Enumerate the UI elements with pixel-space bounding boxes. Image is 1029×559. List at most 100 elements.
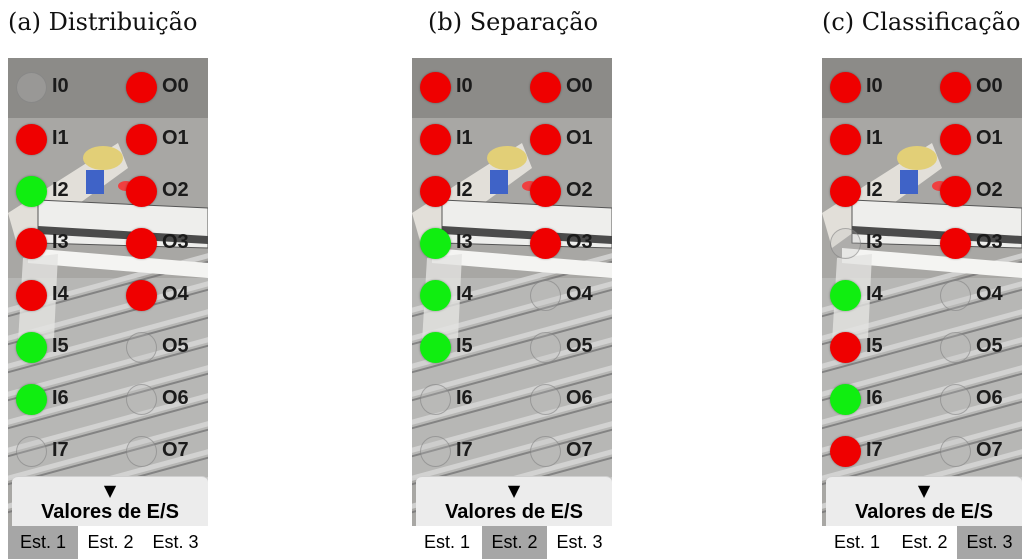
led-indicator-icon <box>940 436 971 467</box>
io-panel-distribuicao: I0 O0 I1 O1 I2 O2 I3 O3 I4 O4 I5 O5 I6 O6 I7 O7 ▼ Valores… <box>8 58 208 559</box>
tab-station-1[interactable]: Est. 1 <box>822 526 892 559</box>
io-row: I4 O4 <box>8 276 208 316</box>
output-signal-o4: O4 <box>940 276 1022 316</box>
input-label: I2 <box>866 179 883 201</box>
input-label: I2 <box>456 179 473 201</box>
input-signal-i3: I3 <box>16 224 106 264</box>
output-signal-o1: O1 <box>940 120 1022 160</box>
io-row: I7 O7 <box>412 432 612 472</box>
io-row: I6 O6 <box>822 380 1022 420</box>
output-signal-o4: O4 <box>126 276 208 316</box>
led-indicator-icon <box>126 228 157 259</box>
input-label: I6 <box>866 387 883 409</box>
output-signal-o7: O7 <box>530 432 612 472</box>
input-signal-i6: I6 <box>16 380 106 420</box>
io-row: I1 O1 <box>822 120 1022 160</box>
output-signal-o7: O7 <box>126 432 208 472</box>
collapse-arrow-icon[interactable]: ▼ <box>507 481 521 500</box>
tab-station-2[interactable]: Est. 2 <box>482 526 547 559</box>
tab-station-3[interactable]: Est. 3 <box>957 526 1022 559</box>
led-indicator-icon <box>420 280 451 311</box>
output-label: O5 <box>976 335 1003 357</box>
output-label: O1 <box>976 127 1003 149</box>
output-signal-o5: O5 <box>940 328 1022 368</box>
output-label: O1 <box>566 127 593 149</box>
input-label: I5 <box>456 335 473 357</box>
led-indicator-icon <box>830 332 861 363</box>
led-indicator-icon <box>830 228 861 259</box>
led-indicator-icon <box>420 228 451 259</box>
input-label: I1 <box>52 127 69 149</box>
output-signal-o2: O2 <box>126 172 208 212</box>
input-label: I3 <box>456 231 473 253</box>
output-signal-o3: O3 <box>126 224 208 264</box>
output-label: O4 <box>162 283 189 305</box>
io-row: I2 O2 <box>412 172 612 212</box>
output-label: O7 <box>162 439 189 461</box>
tab-station-1[interactable]: Est. 1 <box>8 526 78 559</box>
output-label: O2 <box>162 179 189 201</box>
output-signal-o2: O2 <box>530 172 612 212</box>
input-label: I4 <box>52 283 69 305</box>
tab-station-1[interactable]: Est. 1 <box>412 526 482 559</box>
io-grid: I0 O0 I1 O1 I2 O2 I3 O3 I4 O4 I5 O5 I6 O6 I7 O7 <box>822 58 1022 478</box>
output-label: O2 <box>566 179 593 201</box>
io-row: I1 O1 <box>412 120 612 160</box>
led-indicator-icon <box>830 176 861 207</box>
led-indicator-icon <box>126 332 157 363</box>
output-label: O0 <box>566 75 593 97</box>
input-signal-i0: I0 <box>420 68 510 108</box>
output-signal-o7: O7 <box>940 432 1022 472</box>
input-label: I0 <box>456 75 473 97</box>
input-label: I1 <box>456 127 473 149</box>
collapse-arrow-icon[interactable]: ▼ <box>103 481 117 500</box>
tab-station-2[interactable]: Est. 2 <box>78 526 143 559</box>
led-indicator-icon <box>530 176 561 207</box>
input-signal-i5: I5 <box>16 328 106 368</box>
led-indicator-icon <box>530 72 561 103</box>
led-indicator-icon <box>940 124 971 155</box>
input-signal-i0: I0 <box>830 68 920 108</box>
input-signal-i0: I0 <box>16 68 106 108</box>
output-signal-o2: O2 <box>940 172 1022 212</box>
output-label: O4 <box>976 283 1003 305</box>
input-label: I1 <box>866 127 883 149</box>
led-indicator-icon <box>420 72 451 103</box>
caption-c: (c) Classificação <box>822 8 1021 36</box>
led-indicator-icon <box>126 436 157 467</box>
output-signal-o3: O3 <box>940 224 1022 264</box>
led-indicator-icon <box>940 384 971 415</box>
caption-a: (a) Distribuição <box>8 8 198 36</box>
io-row: I4 O4 <box>412 276 612 316</box>
io-values-header[interactable]: ▼ Valores de E/S <box>416 476 612 527</box>
tab-station-3[interactable]: Est. 3 <box>143 526 208 559</box>
output-label: O5 <box>566 335 593 357</box>
output-signal-o0: O0 <box>126 68 208 108</box>
io-values-header[interactable]: ▼ Valores de E/S <box>12 476 208 527</box>
led-indicator-icon <box>830 280 861 311</box>
led-indicator-icon <box>420 332 451 363</box>
input-signal-i1: I1 <box>830 120 920 160</box>
led-indicator-icon <box>420 436 451 467</box>
tab-station-3[interactable]: Est. 3 <box>547 526 612 559</box>
output-label: O4 <box>566 283 593 305</box>
output-label: O7 <box>566 439 593 461</box>
input-label: I5 <box>866 335 883 357</box>
io-grid: I0 O0 I1 O1 I2 O2 I3 O3 I4 O4 I5 O5 I6 O6 I7 O7 <box>412 58 612 478</box>
output-signal-o5: O5 <box>126 328 208 368</box>
collapse-arrow-icon[interactable]: ▼ <box>917 481 931 500</box>
led-indicator-icon <box>530 332 561 363</box>
led-indicator-icon <box>530 384 561 415</box>
input-signal-i7: I7 <box>420 432 510 472</box>
io-values-header[interactable]: ▼ Valores de E/S <box>826 476 1022 527</box>
io-row: I6 O6 <box>412 380 612 420</box>
tab-station-2[interactable]: Est. 2 <box>892 526 957 559</box>
output-label: O6 <box>566 387 593 409</box>
input-signal-i6: I6 <box>830 380 920 420</box>
led-indicator-icon <box>420 176 451 207</box>
station-tabs: Est. 1 Est. 2 Est. 3 <box>8 526 208 559</box>
output-label: O0 <box>162 75 189 97</box>
output-label: O3 <box>566 231 593 253</box>
led-indicator-icon <box>830 384 861 415</box>
input-signal-i2: I2 <box>830 172 920 212</box>
